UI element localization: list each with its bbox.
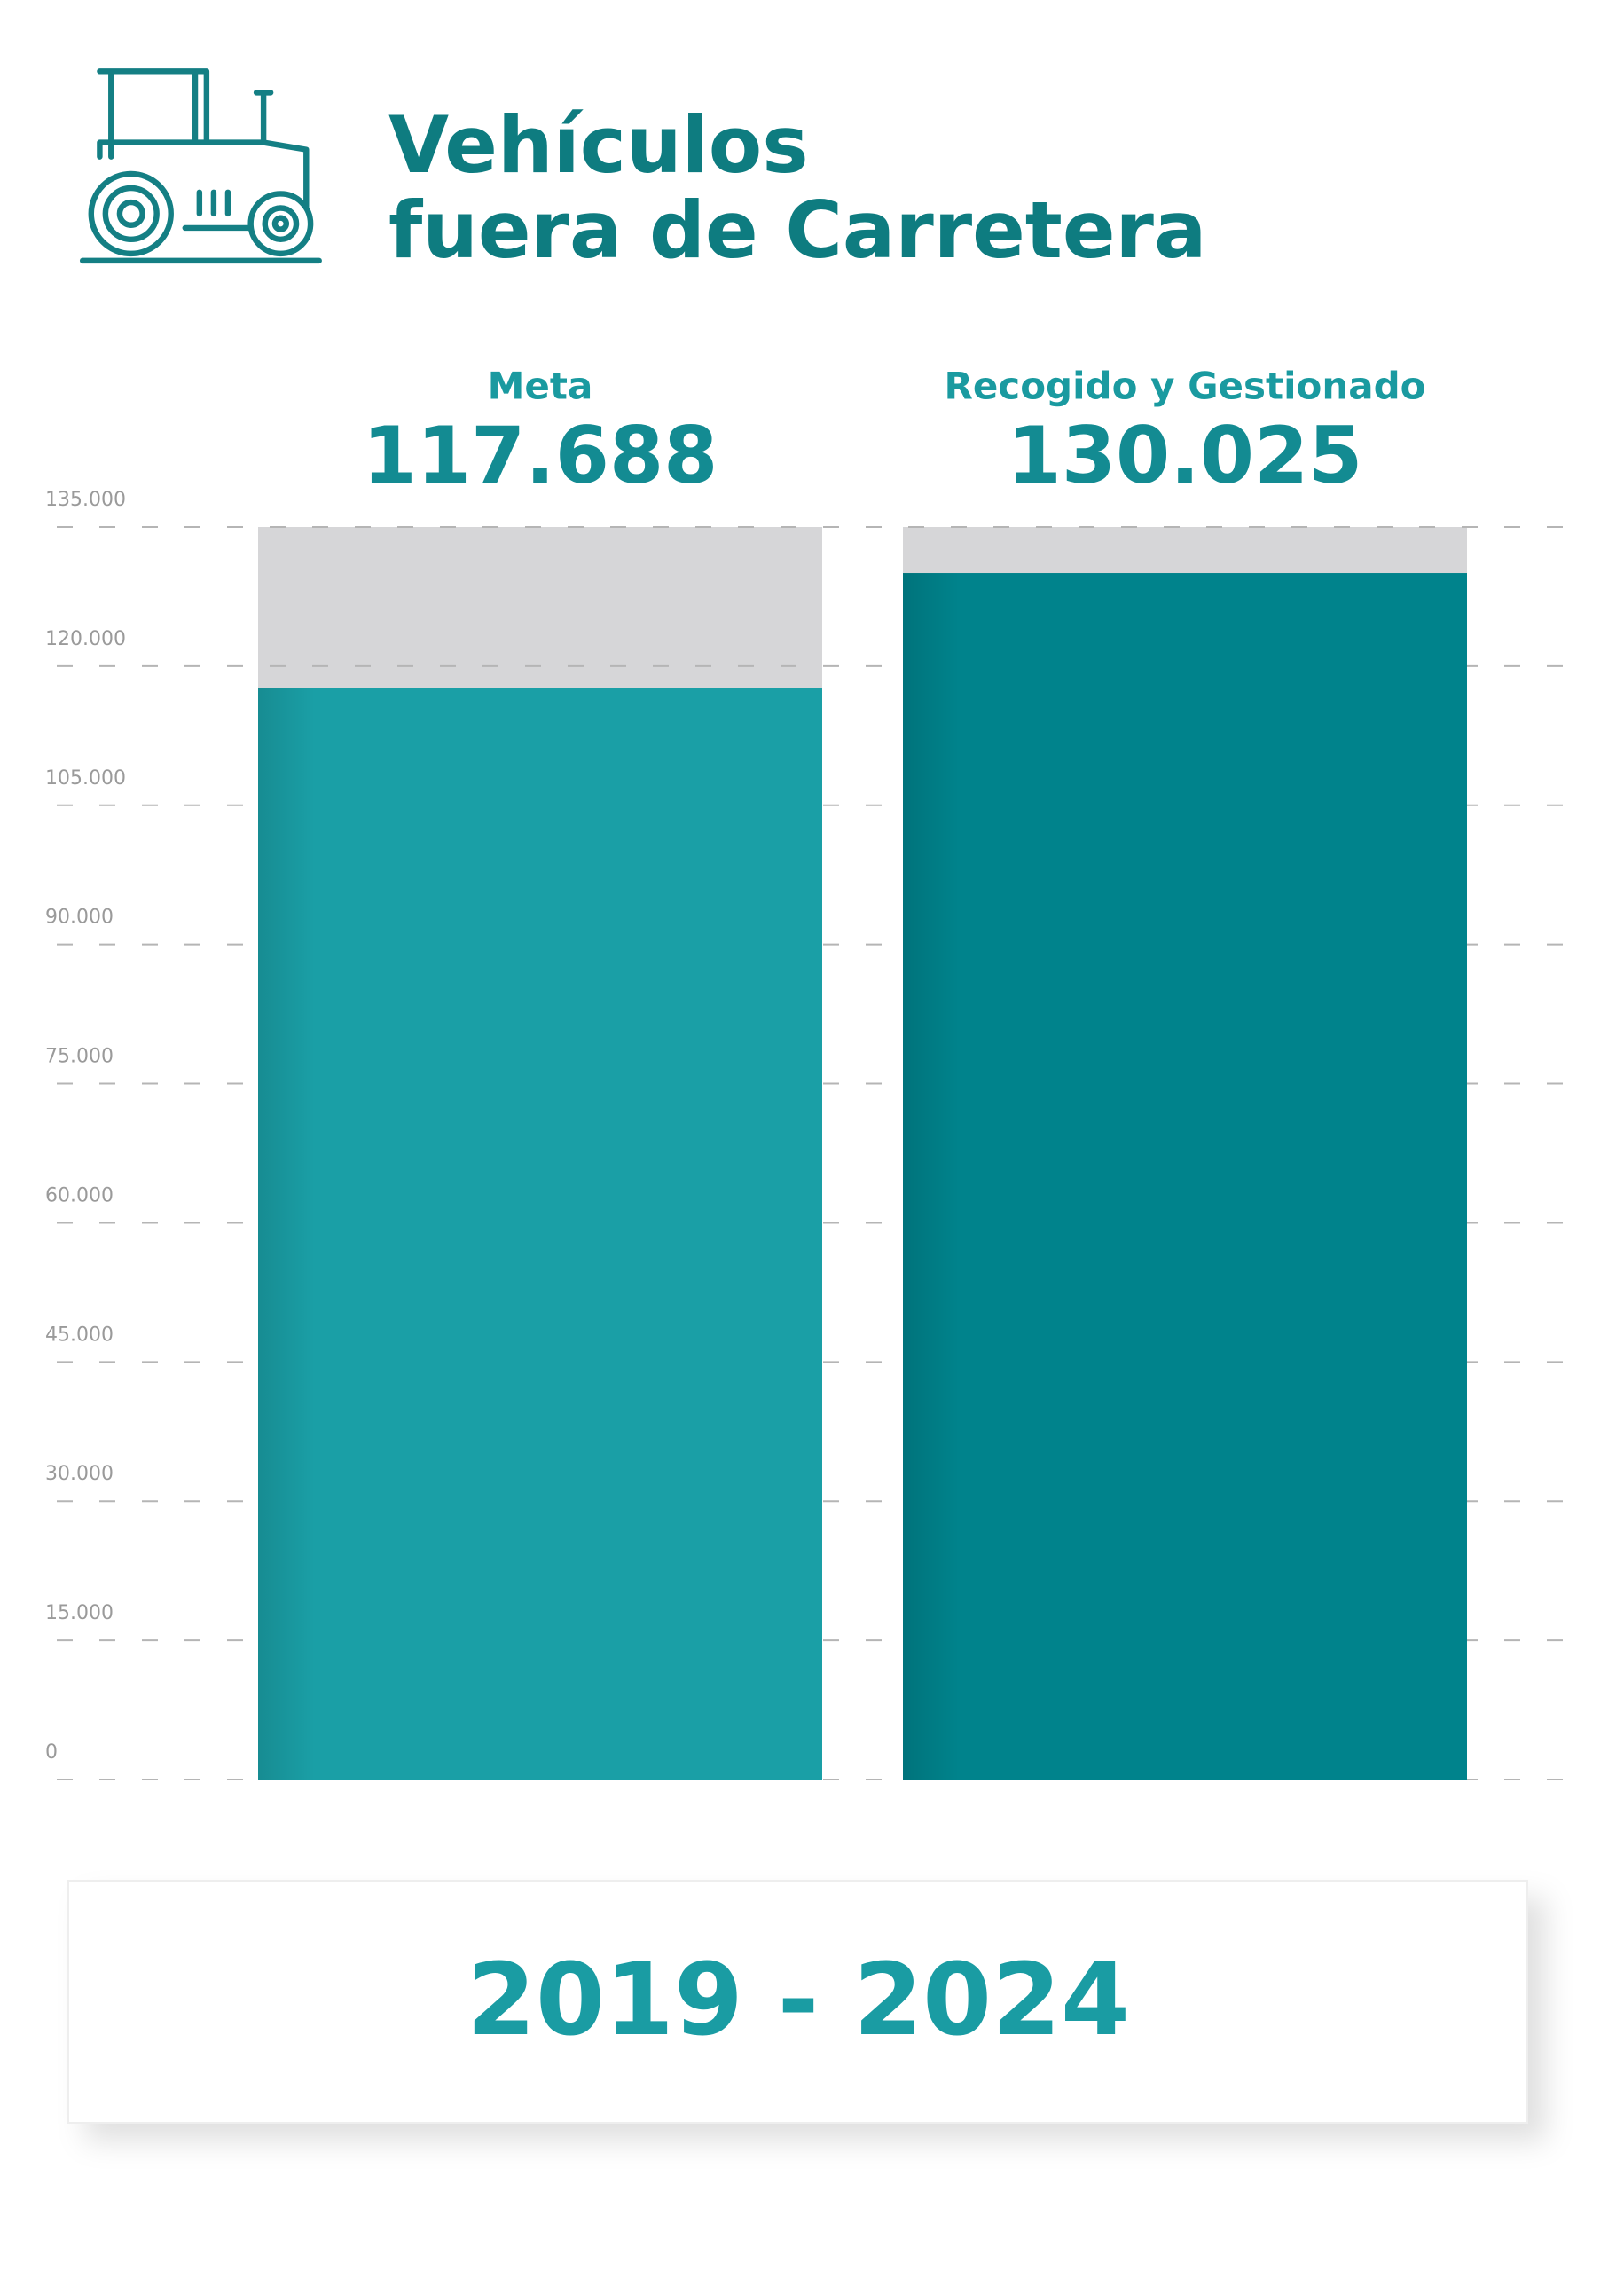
tractor-icon [79, 68, 322, 264]
period-card [67, 1880, 1528, 2124]
category-label: Recogido y Gestionado [944, 365, 1425, 408]
chart-title: fuera de Carretera [388, 185, 1206, 276]
bar-shade [258, 688, 822, 1780]
chart-title: Vehículos [388, 99, 809, 191]
y-tick-label: 30.000 [45, 1463, 114, 1485]
bar-shade [903, 573, 1467, 1780]
y-tick-label: 135.000 [45, 489, 126, 511]
value-label: 117.688 [363, 410, 718, 501]
value-label: 130.025 [1008, 410, 1363, 501]
y-tick-label: 60.000 [45, 1184, 114, 1206]
y-tick-label: 105.000 [45, 767, 126, 790]
y-tick-label: 15.000 [45, 1602, 114, 1624]
period: 2019 - 2024 [467, 1943, 1130, 2058]
category-label: Meta [488, 365, 593, 408]
y-tick-label: 0 [45, 1741, 58, 1764]
y-tick-label: 75.000 [45, 1046, 114, 1068]
y-tick-label: 45.000 [45, 1324, 114, 1346]
y-tick-label: 120.000 [45, 628, 126, 650]
y-tick-label: 90.000 [45, 907, 114, 929]
